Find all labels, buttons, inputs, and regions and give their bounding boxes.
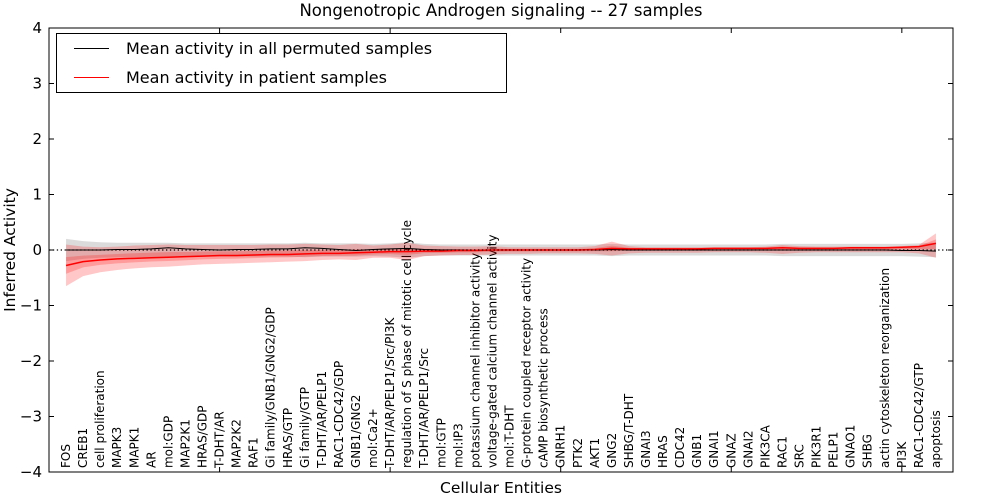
x-category-label: actin cytoskeleton reorganization	[878, 268, 892, 468]
patient-band	[66, 233, 936, 287]
x-category-label: RAC1-CDC42/GTP	[912, 363, 926, 468]
x-category-label: RAC1-CDC42/GDP	[332, 361, 346, 468]
x-category-label: PTK2	[571, 438, 585, 468]
x-category-label: GNAI1	[707, 430, 721, 468]
y-tick-label: −3	[20, 408, 42, 426]
legend-entry-permuted: Mean activity in all permuted samples	[57, 34, 506, 63]
x-category-label: SHBG/T-DHT	[622, 393, 636, 468]
x-category-label: regulation of S phase of mitotic cell cy…	[400, 220, 414, 468]
x-category-label: PELP1	[827, 432, 841, 468]
x-category-label: GNG2	[605, 433, 619, 468]
x-category-label: G-protein coupled receptor activity	[520, 258, 534, 468]
x-category-label: GNB1/GNG2	[349, 395, 363, 468]
x-category-label: mol:T-DHT	[503, 405, 517, 468]
x-category-label: HRAS/GDP	[196, 405, 210, 468]
x-category-label: T-DHT/AR	[213, 411, 227, 469]
x-category-label: CREB1	[76, 428, 90, 468]
x-category-label: PIK3CA	[758, 424, 772, 468]
x-axis-label: Cellular Entities	[440, 479, 562, 497]
x-category-label: GNB1	[690, 434, 704, 468]
legend-label: Mean activity in all permuted samples	[126, 39, 433, 58]
x-category-label: HRAS	[656, 435, 670, 468]
x-category-label: PIK3R1	[810, 426, 824, 468]
patient-mean-line	[65, 242, 937, 267]
x-category-label: cAMP biosynthetic process	[537, 308, 551, 468]
x-category-label: mol:GTP	[434, 418, 448, 468]
x-category-label: voltage-gated calcium channel activity	[485, 234, 499, 468]
chart-title: Nongenotropic Androgen signaling -- 27 s…	[299, 1, 703, 20]
x-category-label: SHBG	[861, 434, 875, 468]
y-axis-label: Inferred Activity	[1, 188, 19, 312]
x-category-label: MAPK1	[127, 427, 141, 468]
legend-line-sample-red	[74, 77, 109, 78]
legend-entry-patient: Mean activity in patient samples	[57, 63, 506, 92]
x-category-label: MAP2K1	[178, 419, 192, 468]
x-category-label: GNRH1	[554, 425, 568, 468]
x-category-label: RAF1	[247, 437, 261, 468]
x-category-label: T-DHT/AR/PELP1/Src/PI3K	[383, 316, 397, 469]
legend-label: Mean activity in patient samples	[126, 68, 387, 87]
x-category-label: AR	[144, 451, 158, 468]
x-category-label: cell proliferation	[93, 370, 107, 468]
x-category-label: FOS	[59, 444, 73, 468]
x-category-label: HRAS/GTP	[281, 408, 295, 468]
y-tick-label: 2	[32, 130, 42, 148]
x-category-label: T-DHT/AR/PELP1/Src	[417, 348, 431, 469]
y-tick-label: −2	[20, 352, 42, 370]
x-category-label: mol:Ca2+	[366, 408, 380, 468]
x-category-label: GNAI3	[639, 430, 653, 468]
x-category-label: Gi family/GNB1/GNG2/GDP	[264, 307, 278, 468]
x-category-label: potassium channel inhibitor activity	[468, 253, 482, 468]
x-category-label: mol:IP3	[451, 423, 465, 468]
x-category-label: RAC1	[775, 436, 789, 468]
x-category-label: mol:GDP	[161, 416, 175, 468]
x-category-label: MAP2K2	[230, 419, 244, 468]
y-tick-label: 3	[32, 75, 42, 93]
x-category-label: GNAO1	[844, 425, 858, 468]
x-category-label: PI3K	[895, 441, 909, 468]
legend-line-sample-black	[74, 48, 109, 49]
y-tick-label: 4	[32, 19, 42, 37]
x-category-label: MAPK3	[110, 427, 124, 468]
x-category-label: AKT1	[588, 438, 602, 468]
x-category-label: CDC42	[673, 427, 687, 468]
y-tick-label: −1	[20, 297, 42, 315]
x-category-label: SRC	[792, 444, 806, 468]
x-category-label: Gi family/GTP	[298, 387, 312, 468]
y-tick-label: 0	[32, 241, 42, 259]
x-category-label: T-DHT/AR/PELP1	[315, 371, 329, 469]
legend: Mean activity in all permuted samples Me…	[56, 33, 507, 93]
x-category-label: GNAI2	[741, 430, 755, 468]
y-tick-label: 1	[32, 186, 42, 204]
y-tick-label: −4	[20, 463, 42, 481]
x-category-label: GNAZ	[724, 433, 738, 468]
x-category-label: apoptosis	[929, 410, 943, 468]
